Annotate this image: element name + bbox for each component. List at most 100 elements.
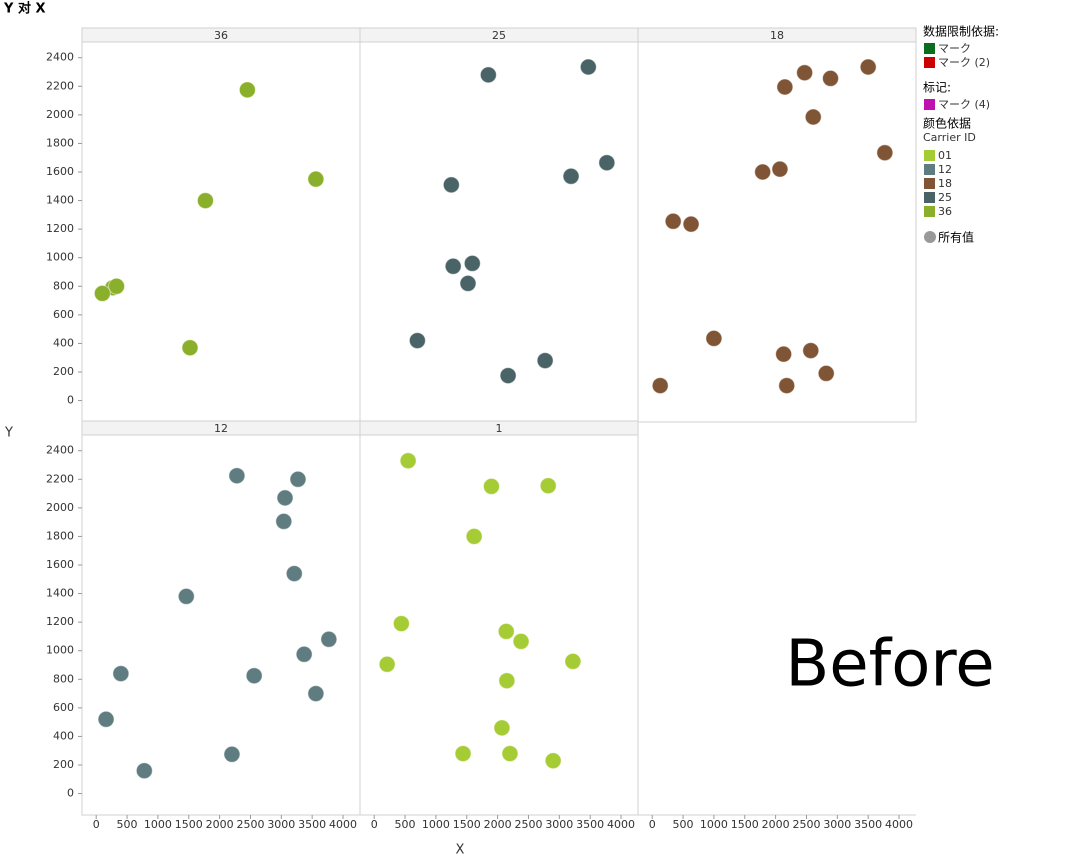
point [796, 64, 814, 82]
legend-title: 数据限制依据: [923, 24, 999, 39]
legend-label: 12 [938, 163, 952, 176]
y-tick-label: 1200 [46, 222, 74, 235]
panel-title: 18 [770, 29, 784, 42]
point [754, 163, 772, 181]
y-tick-label: 400 [53, 336, 74, 349]
point [544, 752, 562, 770]
point [285, 565, 303, 583]
point [817, 364, 835, 382]
point [778, 377, 796, 395]
legend-swatch [924, 57, 935, 68]
point [493, 719, 511, 737]
point [501, 745, 519, 763]
x-tick-label: 1000 [700, 818, 728, 831]
point [307, 685, 325, 703]
x-tick-label: 1000 [422, 818, 450, 831]
y-tick-label: 1400 [46, 194, 74, 207]
point [177, 587, 195, 605]
annotation: Before [785, 628, 994, 702]
x-tick-label: 500 [117, 818, 138, 831]
x-tick-label: 3500 [576, 818, 604, 831]
x-tick-label: 1500 [453, 818, 481, 831]
x-tick-label: 2500 [514, 818, 542, 831]
y-tick-label: 200 [53, 365, 74, 378]
point [238, 81, 256, 99]
point [112, 665, 130, 683]
legend-swatch [924, 43, 935, 54]
point [775, 345, 793, 363]
y-axis-label: Y [4, 426, 13, 441]
point [498, 672, 516, 690]
point [579, 58, 597, 76]
point [392, 615, 410, 633]
point [539, 477, 557, 495]
legend-swatch [924, 150, 935, 161]
point [275, 512, 293, 530]
point [859, 58, 877, 76]
x-tick-label: 2000 [484, 818, 512, 831]
point [482, 477, 500, 495]
legend-swatch [924, 99, 935, 110]
point [598, 154, 616, 172]
point [97, 710, 115, 728]
legend-label: 01 [938, 149, 952, 162]
legend-swatch [924, 192, 935, 203]
chart-title: Y 对 X [3, 1, 46, 17]
x-tick-label: 4000 [607, 818, 635, 831]
y-tick-label: 1800 [46, 529, 74, 542]
y-tick-label: 400 [53, 729, 74, 742]
y-tick-label: 600 [53, 308, 74, 321]
x-tick-label: 2500 [792, 818, 820, 831]
legend-label: 18 [938, 177, 952, 190]
y-tick-label: 1200 [46, 615, 74, 628]
legend-title: 颜色依据 [923, 116, 971, 131]
point [463, 254, 481, 272]
legend-swatch [924, 206, 935, 217]
x-tick-label: 3000 [545, 818, 573, 831]
y-tick-label: 1600 [46, 165, 74, 178]
y-tick-label: 2000 [46, 501, 74, 514]
point [228, 467, 246, 485]
x-tick-label: 1000 [144, 818, 172, 831]
legend-swatch [924, 178, 935, 189]
point [289, 470, 307, 488]
point [454, 745, 472, 763]
x-tick-label: 4000 [329, 818, 357, 831]
y-tick-label: 2400 [46, 51, 74, 64]
point [562, 167, 580, 185]
x-tick-label: 2500 [236, 818, 264, 831]
point [108, 277, 126, 295]
point [705, 329, 723, 347]
point [408, 332, 426, 350]
point [181, 339, 199, 357]
x-tick-label: 2000 [762, 818, 790, 831]
y-tick-label: 1000 [46, 251, 74, 264]
point [93, 284, 111, 302]
y-tick-label: 800 [53, 279, 74, 292]
x-tick-label: 0 [371, 818, 378, 831]
x-tick-label: 500 [673, 818, 694, 831]
y-tick-label: 1800 [46, 136, 74, 149]
point [536, 352, 554, 370]
panel [81, 434, 361, 816]
x-tick-label: 3000 [267, 818, 295, 831]
point [135, 762, 153, 780]
x-tick-label: 2000 [206, 818, 234, 831]
y-tick-label: 2000 [46, 108, 74, 121]
y-tick-label: 1400 [46, 587, 74, 600]
legend-swatch [924, 231, 936, 243]
y-tick-label: 2400 [46, 444, 74, 457]
x-tick-label: 3500 [298, 818, 326, 831]
legend-label: 36 [938, 205, 952, 218]
y-tick-label: 1600 [46, 558, 74, 571]
x-tick-label: 1500 [175, 818, 203, 831]
point [223, 745, 241, 763]
y-tick-label: 2200 [46, 472, 74, 485]
panel-title: 1 [496, 422, 503, 435]
panel-title: 25 [492, 29, 506, 42]
point [512, 632, 530, 650]
y-tick-label: 0 [67, 787, 74, 800]
y-tick-label: 2200 [46, 79, 74, 92]
